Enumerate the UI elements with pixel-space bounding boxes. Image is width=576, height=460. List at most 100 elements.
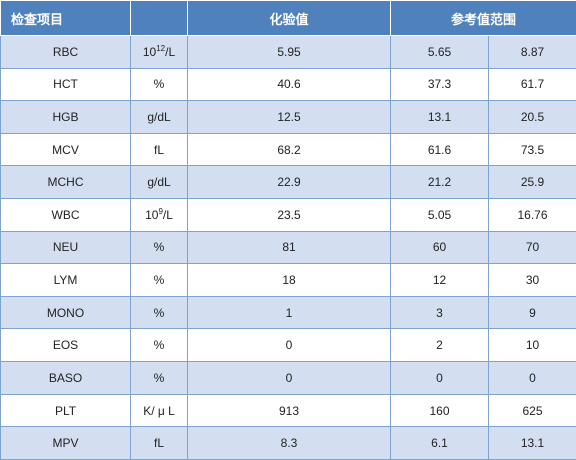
reference-low-cell: 61.6 — [390, 132, 489, 167]
result-value-cell: 1 — [187, 295, 391, 330]
result-value-cell: 81 — [187, 230, 391, 265]
table-row: BASO% 0 0 0 — [0, 361, 576, 395]
unit-base: g/dL — [147, 175, 171, 190]
result-value-cell: 5.95 — [187, 35, 391, 69]
header-reference: 参考值范围 — [389, 0, 576, 36]
unit-base: % — [153, 338, 165, 353]
header-item: 检查项目 — [0, 0, 131, 36]
unit-cell: 109/L — [130, 198, 188, 232]
result-value-cell: 12.5 — [187, 100, 391, 134]
unit-cell: % — [130, 230, 188, 265]
table-row: MCV fL 68.2 61.6 73.5 — [0, 132, 576, 167]
unit-tail: /L — [162, 208, 173, 223]
reference-high-cell: 61.7 — [487, 67, 576, 102]
reference-low-cell: 2 — [390, 328, 489, 363]
table-row: PLT K/ μ L 913 160 625 — [0, 393, 576, 428]
reference-low-cell: 3 — [390, 295, 489, 330]
result-value-cell: 22.9 — [187, 165, 391, 200]
reference-high-cell: 625 — [487, 393, 576, 428]
unit-base: 10 — [142, 45, 157, 60]
table-row: MCHC g/dL 22.9 21.2 25.9 — [0, 165, 576, 200]
reference-high-cell: 20.5 — [487, 100, 576, 134]
reference-low-cell: 6.1 — [390, 426, 489, 460]
table-body: RBC 1012/L 5.95 5.65 8.87 HCT% 40.6 37.3 61.7 HGB… — [0, 35, 576, 460]
result-value-cell: 913 — [187, 393, 391, 428]
unit-base: % — [153, 370, 165, 385]
unit-base: % — [153, 305, 165, 320]
header-unit — [130, 0, 188, 36]
unit-cell: % — [130, 263, 188, 297]
test-name-cell: PLT — [0, 393, 131, 428]
reference-low-cell: 37.3 — [390, 67, 489, 102]
table-row: WBC 109/L 23.5 5.05 16.76 — [0, 198, 576, 232]
test-name-cell: BASO — [0, 361, 131, 395]
reference-low-cell: 12 — [390, 263, 489, 297]
reference-low-cell: 21.2 — [390, 165, 489, 200]
reference-low-cell: 60 — [390, 230, 489, 265]
unit-cell: K/ μ L — [130, 393, 188, 428]
table-row: HGB g/dL 12.5 13.1 20.5 — [0, 100, 576, 134]
reference-low-cell: 5.05 — [390, 198, 489, 232]
test-name-cell: HGB — [0, 100, 131, 134]
table-row: HCT% 40.6 37.3 61.7 — [0, 67, 576, 102]
test-name-cell: NEU — [0, 230, 131, 265]
test-name-cell: HCT — [0, 67, 131, 102]
reference-low-cell: 0 — [390, 361, 489, 395]
reference-high-cell: 30 — [487, 263, 576, 297]
result-value-cell: 0 — [187, 361, 391, 395]
unit-base: % — [153, 273, 165, 288]
test-name-cell: RBC — [0, 35, 131, 69]
unit-base: fL — [153, 436, 164, 451]
reference-low-cell: 160 — [390, 393, 489, 428]
reference-high-cell: 10 — [487, 328, 576, 363]
header-result: 化验值 — [187, 0, 391, 36]
reference-high-cell: 16.76 — [487, 198, 576, 232]
reference-high-cell: 9 — [487, 295, 576, 330]
test-name-cell: WBC — [0, 198, 131, 232]
reference-high-cell: 70 — [487, 230, 576, 265]
unit-base: 10 — [145, 208, 159, 223]
reference-high-cell: 73.5 — [487, 132, 576, 167]
result-value-cell: 18 — [187, 263, 391, 297]
unit-exponent: 9 — [158, 207, 163, 217]
reference-high-cell: 25.9 — [487, 165, 576, 200]
table-row: MPV fL 8.3 6.1 13.1 — [0, 426, 576, 460]
unit-cell: fL — [130, 132, 188, 167]
result-value-cell: 23.5 — [187, 198, 391, 232]
table-header-row: 检查项目 化验值 参考值范围 — [0, 0, 576, 36]
table-row: EOS% 0 2 10 — [0, 328, 576, 363]
unit-cell: 1012/L — [130, 35, 188, 69]
unit-tail: /L — [165, 45, 176, 60]
result-value-cell: 68.2 — [187, 132, 391, 167]
reference-low-cell: 5.65 — [390, 35, 489, 69]
unit-cell: g/dL — [130, 100, 188, 134]
reference-low-cell: 13.1 — [390, 100, 489, 134]
table-row: NEU% 81 60 70 — [0, 230, 576, 265]
unit-base: % — [153, 77, 165, 92]
unit-cell: % — [130, 67, 188, 102]
reference-high-cell: 13.1 — [487, 426, 576, 460]
unit-cell: g/dL — [130, 165, 188, 200]
table-row: RBC 1012/L 5.95 5.65 8.87 — [0, 35, 576, 69]
unit-exponent: 12 — [156, 44, 166, 54]
unit-cell: fL — [130, 426, 188, 460]
unit-cell: % — [130, 328, 188, 363]
test-name-cell: LYM — [0, 263, 131, 297]
unit-base: fL — [153, 142, 164, 157]
test-name-cell: EOS — [0, 328, 131, 363]
test-name-cell: MCV — [0, 132, 131, 167]
result-value-cell: 0 — [187, 328, 391, 363]
result-value-cell: 40.6 — [187, 67, 391, 102]
test-name-cell: MONO — [0, 295, 131, 330]
reference-high-cell: 0 — [487, 361, 576, 395]
result-value-cell: 8.3 — [187, 426, 391, 460]
unit-base: % — [153, 240, 165, 255]
reference-high-cell: 8.87 — [487, 35, 576, 69]
unit-cell: % — [130, 295, 188, 330]
unit-base: K/ μ L — [143, 403, 175, 418]
test-name-cell: MPV — [0, 426, 131, 460]
unit-cell: % — [130, 361, 188, 395]
test-name-cell: MCHC — [0, 165, 131, 200]
unit-base: g/dL — [147, 110, 171, 125]
